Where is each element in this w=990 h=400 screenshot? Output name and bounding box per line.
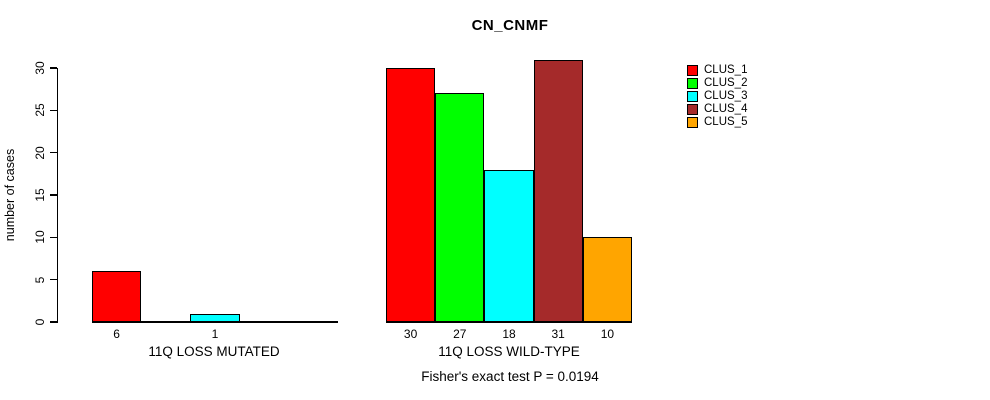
y-tick-mark — [49, 67, 57, 69]
y-tick-mark — [49, 151, 57, 154]
legend-swatch — [687, 104, 698, 115]
bar-value-label: 30 — [403, 327, 418, 341]
legend-swatch — [687, 91, 698, 102]
y-tick-label: 15 — [33, 188, 47, 202]
bar-clus_3 — [484, 169, 534, 322]
x-group-label-wildtype: 11Q LOSS WILD-TYPE — [438, 344, 580, 359]
bar-clus_2 — [435, 93, 485, 322]
legend: CLUS_1 CLUS_2 CLUS_3 CLUS_4 CLUS_5 — [687, 64, 747, 129]
chart-title: CN_CNMF — [471, 17, 549, 34]
y-tick-mark — [49, 236, 57, 239]
x-axis-baseline — [92, 321, 338, 323]
legend-item-clus_2: CLUS_2 — [687, 77, 747, 90]
bar-clus_4 — [533, 59, 583, 322]
y-tick-mark — [49, 194, 57, 196]
bar-clus_1 — [92, 271, 142, 322]
y-tick-label: 0 — [33, 318, 47, 326]
legend-swatch — [687, 65, 698, 76]
bar-value-label: 18 — [502, 327, 516, 341]
fisher-test-annotation: Fisher's exact test P = 0.0194 — [421, 369, 599, 384]
legend-label: CLUS_5 — [704, 116, 748, 128]
x-axis-baseline — [386, 321, 632, 323]
bar-value-label: 10 — [600, 327, 615, 341]
bar-clus_5 — [582, 237, 632, 322]
legend-label: CLUS_4 — [704, 103, 748, 115]
bar-value-label: 6 — [113, 327, 120, 341]
legend-label: CLUS_1 — [704, 64, 748, 76]
x-group-label-mutated: 11Q LOSS MUTATED — [148, 344, 280, 359]
bar-clus_3 — [190, 313, 240, 322]
y-axis-line — [56, 68, 58, 323]
y-tick-mark — [49, 278, 57, 281]
y-tick-label: 20 — [33, 145, 47, 160]
legend-item-clus_4: CLUS_4 — [687, 103, 747, 116]
bar-value-label: 27 — [453, 327, 467, 341]
legend-label: CLUS_2 — [704, 77, 748, 89]
y-tick-mark — [49, 109, 57, 112]
bar-value-label: 31 — [551, 327, 565, 341]
legend-item-clus_5: CLUS_5 — [687, 116, 747, 129]
y-tick-label: 5 — [33, 276, 47, 283]
y-tick-label: 25 — [33, 103, 47, 118]
y-tick-label: 30 — [33, 61, 47, 75]
legend-item-clus_3: CLUS_3 — [687, 90, 747, 103]
legend-swatch — [687, 78, 698, 89]
bar-clus_1 — [386, 68, 436, 322]
legend-swatch — [687, 117, 698, 128]
legend-item-clus_1: CLUS_1 — [687, 64, 747, 77]
y-tick-mark — [49, 321, 57, 323]
bar-value-label: 1 — [211, 327, 219, 341]
y-tick-label: 10 — [33, 230, 47, 245]
y-axis-title: number of cases — [3, 148, 17, 242]
legend-label: CLUS_3 — [704, 90, 748, 102]
